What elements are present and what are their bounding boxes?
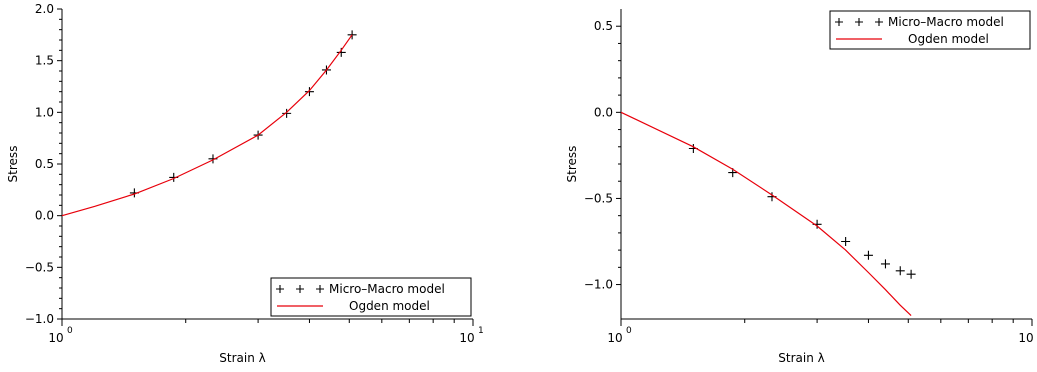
y-tick-label: 1.5	[35, 54, 54, 68]
y-tick-label: −1.0	[25, 312, 54, 326]
legend-box	[270, 277, 472, 317]
series-line	[61, 34, 353, 217]
y-tick-label: 0.0	[35, 209, 54, 223]
data-point-marker	[906, 269, 916, 279]
x-tick-label-exponent: 1	[478, 326, 484, 336]
legend: Micro–Macro model Ogden model	[829, 10, 1031, 50]
legend-label: Micro–Macro model	[329, 282, 445, 296]
x-tick-label: 10 0	[607, 326, 632, 345]
legend-swatch-marker	[276, 285, 284, 293]
x-tick-label: 101	[1018, 331, 1033, 345]
y-tick-label: 0.0	[594, 105, 613, 119]
legend-label: Micro–Macro model	[888, 15, 1004, 29]
x-tick-label-base: 10	[459, 331, 474, 345]
y-tick-label: 1.0	[35, 105, 54, 119]
data-point-marker	[895, 266, 905, 276]
x-tick-label-base: 10	[48, 331, 63, 345]
series-1	[129, 30, 357, 198]
legend-swatch-marker	[316, 285, 324, 293]
data-point-marker	[863, 250, 873, 260]
y-tick-label: 0.5	[35, 157, 54, 171]
legend-swatch-marker	[296, 285, 304, 293]
chart-1: 2.0 1.5 1.0 0.5 0.0 −0.5 −1.0 10 0 10 1 Strain λ Str…	[6, 2, 484, 365]
chart-2: 0.5 0.0 −0.5 −1.0 10 0 101 Strain λ Stress Micro–…	[565, 9, 1034, 365]
x-tick-label: 10 1	[459, 326, 483, 345]
legend-swatch-marker	[855, 18, 863, 26]
legend-label: Ogden model	[349, 299, 430, 313]
y-tick-label: 2.0	[35, 2, 54, 16]
data-point-marker	[841, 237, 851, 246]
legend-swatch-marker	[835, 18, 843, 26]
y-tick-label: 0.5	[594, 19, 613, 33]
legend-box	[829, 10, 1031, 50]
legend-label: Ogden model	[908, 32, 989, 46]
y-tick-label: −1.0	[584, 278, 613, 292]
data-point-marker	[304, 87, 314, 97]
series-1	[688, 144, 916, 279]
data-point-marker	[880, 259, 890, 269]
y-tick-label: −0.5	[25, 260, 54, 274]
x-tick-label: 10 0	[48, 326, 73, 345]
series-2	[61, 34, 353, 217]
series-2	[620, 111, 912, 317]
data-point-marker	[282, 108, 292, 118]
x-axis-title: Strain λ	[219, 351, 265, 365]
x-tick-label-base: 10	[1018, 331, 1033, 345]
x-tick-label-exponent: 0	[67, 326, 73, 336]
legend: Micro–Macro model Ogden model	[270, 277, 472, 317]
y-axis-title: Stress	[565, 146, 579, 183]
x-tick-label-base: 10	[607, 331, 622, 345]
y-tick-label: −0.5	[584, 191, 613, 205]
x-axis-title: Strain λ	[778, 351, 824, 365]
legend-swatch-marker	[875, 18, 883, 26]
y-axis-title: Stress	[6, 146, 20, 183]
series-line	[620, 111, 912, 317]
x-tick-label-exponent: 0	[626, 326, 632, 336]
